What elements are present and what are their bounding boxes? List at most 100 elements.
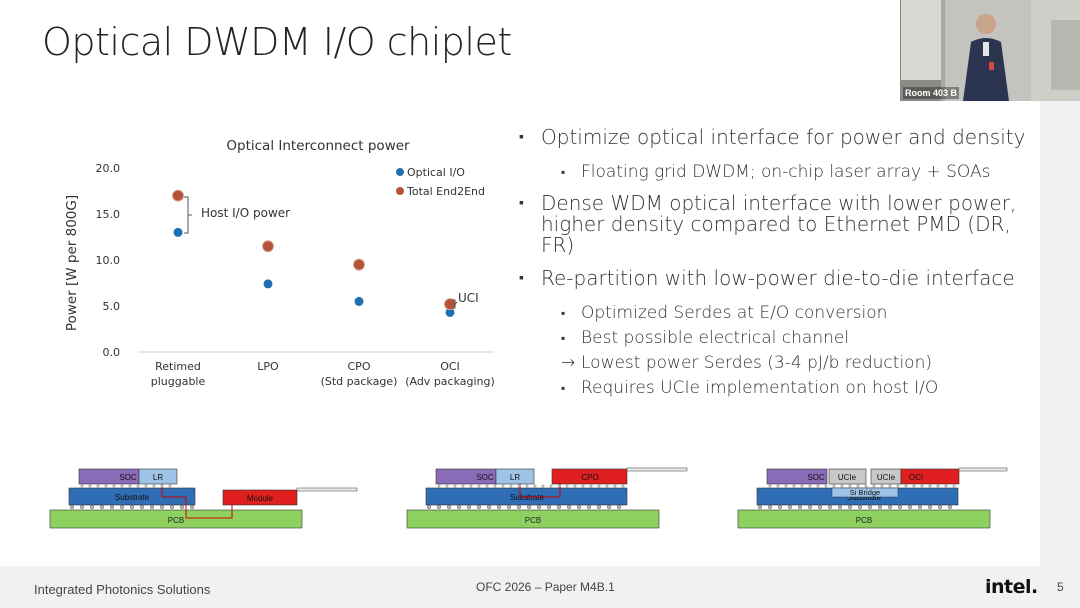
solder-bump [149, 505, 154, 510]
solder-bump [487, 505, 492, 510]
solder-bump [838, 505, 843, 510]
micro-bump [96, 484, 100, 488]
lr-block [495, 468, 535, 485]
total-end2end-point [353, 258, 365, 271]
solder-bump [758, 505, 763, 510]
x-tick-label: (Std package) [321, 375, 398, 388]
substrate-label: Substrate [847, 493, 882, 502]
bullet-item: Dense WDM optical interface with lower p… [515, 193, 1035, 256]
legend-marker-optical-io [396, 168, 404, 176]
y-tick-label: 15.0 [96, 208, 121, 221]
micro-bump [872, 484, 876, 488]
micro-bump [477, 484, 481, 488]
solder-bump [938, 505, 943, 510]
module-block [222, 489, 298, 506]
x-tick-label: CPO [348, 360, 371, 373]
micro-bump [824, 484, 828, 488]
optical-io-point [354, 296, 364, 306]
data-points [172, 189, 456, 317]
solder-bump [898, 505, 903, 510]
solder-bump [537, 505, 542, 510]
uci-bracket [452, 299, 458, 309]
solder-bump [547, 505, 552, 510]
soc-label: SOC [119, 473, 137, 482]
fiber [626, 467, 688, 472]
solder-bump [90, 505, 95, 510]
micro-bump [621, 484, 625, 488]
micro-bump [88, 484, 92, 488]
micro-bump [816, 484, 820, 488]
pcb-block [49, 509, 303, 529]
si-bridge-label: Si Bridge [850, 488, 880, 497]
micro-bump [928, 484, 932, 488]
solder-bump [918, 505, 923, 510]
host-io-bracket [184, 196, 192, 234]
bullet-group-1: Optimize optical interface for power and… [515, 127, 1035, 186]
micro-bump [597, 484, 601, 488]
sub-bullet-item: Floating grid DWDM; on-chip laser array … [515, 160, 1035, 185]
solder-bump [928, 505, 933, 510]
cpo-label: CPO [581, 473, 598, 482]
micro-bump [864, 484, 868, 488]
micro-bump [808, 484, 812, 488]
pcb-label: PCB [525, 516, 541, 525]
legend-label-optical-io: Optical I/O [407, 166, 465, 179]
micro-bump [573, 484, 577, 488]
y-axis-label: Power [W per 800G] [64, 195, 80, 331]
x-tick-labels: Retimed pluggable LPO CPO (Std package) OCI (A… [151, 360, 495, 388]
micro-bump [832, 484, 836, 488]
x-tick-label: (Adv packaging) [405, 375, 495, 388]
solder-bump [457, 505, 462, 510]
y-tick-labels: 20.0 15.0 10.0 5.0 0.0 [96, 162, 121, 359]
micro-bump [541, 484, 545, 488]
sub-bullet-item: Best possible electrical channel [515, 326, 1035, 351]
solder-bump [179, 505, 184, 510]
micro-bump [80, 484, 84, 488]
micro-bump [840, 484, 844, 488]
micro-bump [112, 484, 116, 488]
solder-bump [868, 505, 873, 510]
solder-bump [119, 505, 124, 510]
solder-bump [100, 505, 105, 510]
packaging-diagrams-canvas: PCB Substrate SOC LR Module PCB Substrat… [49, 467, 1008, 529]
micro-bump [549, 484, 553, 488]
x-tick-label: OCI [440, 360, 460, 373]
bullet-item: Re-partition with low-power die-to-die i… [515, 268, 1035, 290]
ucie-label: UCIe [838, 473, 857, 482]
ucie-block [828, 468, 867, 485]
interconnect-power-chart: Optical Interconnect power Power [W per … [58, 130, 508, 390]
bullet-list: Optimize optical interface for power and… [515, 127, 1035, 409]
micro-bump [168, 484, 172, 488]
lr-label: LR [510, 473, 520, 482]
optical-io-point [445, 307, 455, 317]
chart-title: Optical Interconnect power [226, 138, 410, 154]
micro-bump [581, 484, 585, 488]
bullet-group-2: Dense WDM optical interface with lower p… [515, 193, 1035, 256]
presenter-video-frame [901, 0, 1080, 101]
micro-bump [533, 484, 537, 488]
micro-bump [509, 484, 513, 488]
solder-bump [808, 505, 813, 510]
soc-block [766, 468, 828, 485]
lr-label: LR [153, 473, 163, 482]
micro-bump [517, 484, 521, 488]
micro-bump [605, 484, 609, 488]
solder-bump [497, 505, 502, 510]
oci-block [900, 468, 960, 485]
micro-bump [912, 484, 916, 488]
micro-bump [784, 484, 788, 488]
micro-bump [776, 484, 780, 488]
soc-label: SOC [476, 473, 494, 482]
presenter-video: Room 403 B [900, 0, 1080, 101]
solder-bump [948, 505, 953, 510]
solder-bump [778, 505, 783, 510]
chart-canvas: Optical Interconnect power Power [W per … [64, 138, 495, 388]
substrate-label: Substrate [115, 493, 150, 502]
micro-bump [128, 484, 132, 488]
chart-legend: Optical I/O Total End2End [396, 166, 485, 198]
micro-bump [493, 484, 497, 488]
solder-bump [878, 505, 883, 510]
sub-bullet-item: Optimized Serdes at E/O conversion [515, 301, 1035, 326]
lr-block [138, 468, 178, 485]
right-margin [1040, 101, 1080, 608]
